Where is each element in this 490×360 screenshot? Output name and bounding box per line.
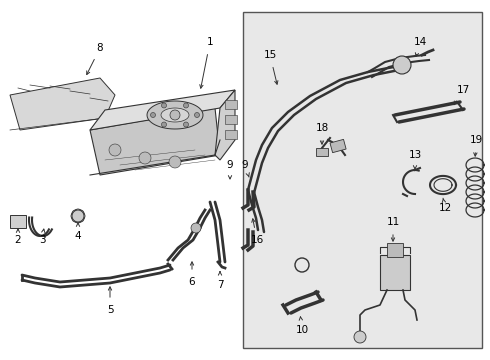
Circle shape — [162, 103, 167, 108]
Circle shape — [170, 110, 180, 120]
Circle shape — [109, 144, 121, 156]
Polygon shape — [10, 78, 115, 130]
Text: 14: 14 — [414, 37, 427, 47]
Text: 7: 7 — [217, 280, 223, 290]
Circle shape — [169, 156, 181, 168]
Text: 4: 4 — [74, 231, 81, 241]
Circle shape — [195, 113, 199, 117]
Circle shape — [183, 122, 189, 127]
Circle shape — [162, 122, 167, 127]
Bar — [225, 130, 237, 139]
Polygon shape — [90, 90, 235, 130]
Text: 5: 5 — [107, 305, 113, 315]
Circle shape — [183, 103, 189, 108]
Bar — [225, 115, 237, 124]
Circle shape — [72, 210, 84, 222]
Text: 8: 8 — [97, 43, 103, 53]
Circle shape — [354, 331, 366, 343]
Text: 18: 18 — [316, 123, 329, 133]
Circle shape — [139, 152, 151, 164]
Text: 15: 15 — [264, 50, 277, 60]
Circle shape — [150, 113, 155, 117]
Text: 2: 2 — [15, 235, 21, 245]
Text: 11: 11 — [387, 217, 400, 227]
Bar — [316, 148, 328, 156]
Polygon shape — [147, 101, 203, 129]
Text: 9: 9 — [227, 160, 233, 170]
Bar — [10, 215, 26, 228]
Polygon shape — [90, 108, 220, 175]
Polygon shape — [161, 108, 189, 122]
Circle shape — [393, 56, 411, 74]
Text: 19: 19 — [469, 135, 483, 145]
Polygon shape — [215, 90, 235, 160]
Bar — [380, 255, 410, 290]
Text: 9: 9 — [242, 160, 248, 170]
Text: 16: 16 — [250, 235, 264, 245]
Circle shape — [191, 223, 201, 233]
Text: 10: 10 — [295, 325, 309, 335]
Text: 3: 3 — [39, 235, 45, 245]
Text: 17: 17 — [456, 85, 469, 95]
Bar — [330, 139, 346, 153]
Text: 12: 12 — [439, 203, 452, 213]
Bar — [387, 243, 403, 257]
Text: 13: 13 — [408, 150, 421, 160]
Text: 1: 1 — [207, 37, 213, 47]
Text: 6: 6 — [189, 277, 196, 287]
Bar — [243, 12, 482, 348]
Bar — [225, 100, 237, 109]
